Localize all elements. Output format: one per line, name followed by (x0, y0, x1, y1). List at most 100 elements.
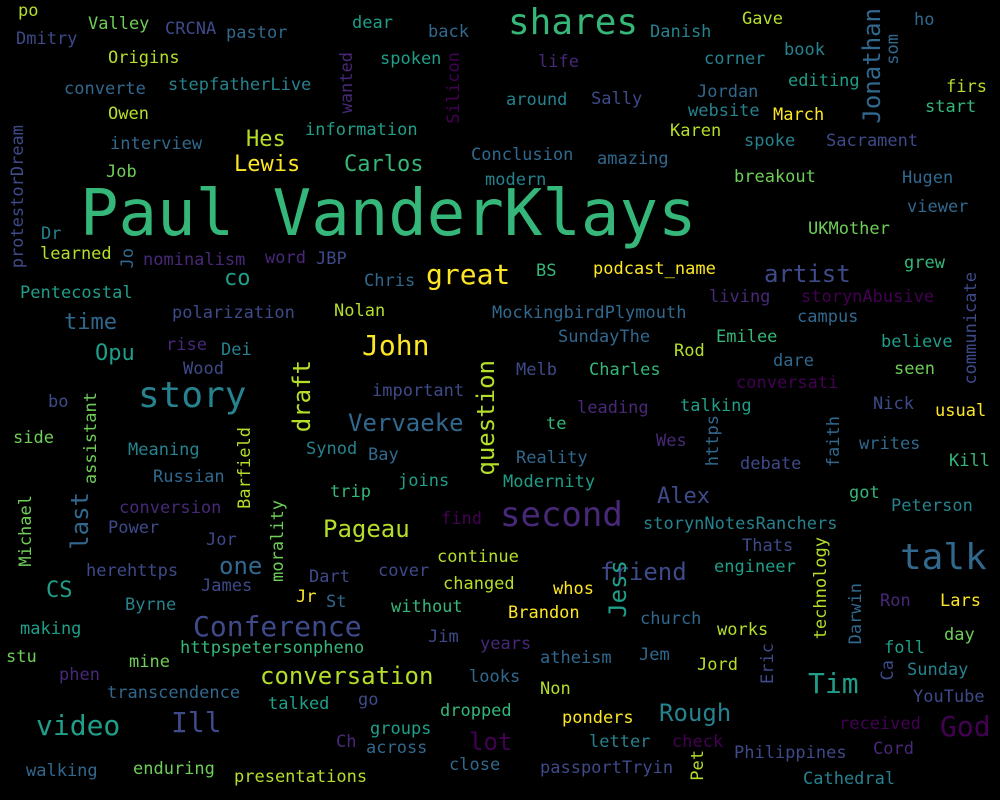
word-nick: Nick (873, 394, 914, 414)
word-cathedral: Cathedral (803, 769, 896, 789)
word-campus: campus (797, 307, 859, 327)
word-jo: Jo (118, 248, 138, 269)
word-podcast-name: podcast_name (593, 259, 716, 279)
word-atheism: atheism (540, 648, 612, 668)
word-dart: Dart (309, 567, 350, 587)
word-one: one (219, 552, 263, 580)
word-interview: interview (110, 134, 203, 154)
word-stu: stu (6, 647, 37, 667)
word-find: find (441, 509, 482, 529)
word-spoke: spoke (744, 131, 796, 151)
word-engineer: engineer (714, 557, 796, 577)
word-communicate: communicate (961, 272, 981, 385)
word-carlos: Carlos (344, 152, 424, 177)
word-cover: cover (378, 561, 430, 581)
word-dear: dear (352, 13, 393, 33)
word-storynnotesranchers: storynNotesRanchers (643, 514, 838, 534)
word-po: po (18, 1, 39, 21)
word-shares: shares (508, 2, 639, 43)
word-conference: Conference (193, 610, 362, 643)
word-debate: debate (740, 454, 802, 474)
word-bo: bo (48, 392, 69, 412)
word-james: James (201, 576, 253, 596)
word-groups: groups (370, 719, 432, 739)
word-jord: Jord (697, 655, 738, 675)
word-https: https (703, 415, 723, 467)
word-without: without (391, 597, 463, 617)
word-talking: talking (680, 396, 752, 416)
word-jem: Jem (639, 645, 670, 665)
word-youtube: YouTube (913, 687, 985, 707)
word-conversation: conversation (260, 662, 434, 690)
word-living: living (709, 287, 771, 307)
word-protestordream: protestorDream (8, 125, 28, 269)
word-vervaeke: Vervaeke (348, 409, 464, 437)
word-modern: modern (485, 170, 547, 190)
word-nominalism: nominalism (143, 250, 246, 270)
word-charles: Charles (589, 360, 661, 380)
word-mine: mine (129, 652, 170, 672)
word-day: day (944, 625, 975, 645)
word-phen: phen (59, 665, 100, 685)
word-rough: Rough (659, 699, 732, 727)
word-ukmother: UKMother (808, 219, 890, 239)
word-karen: Karen (670, 121, 722, 141)
word-ho: ho (914, 10, 935, 30)
word-making: making (20, 619, 82, 639)
word-information: information (305, 120, 418, 140)
word-conversion: conversion (119, 498, 222, 518)
word-ponders: ponders (562, 708, 634, 728)
word-power: Power (108, 518, 160, 538)
word-enduring: enduring (133, 759, 215, 779)
word-ill: Ill (171, 706, 222, 739)
word-talked: talked (268, 694, 330, 714)
word-ron: Ron (880, 591, 911, 611)
word-sacrament: Sacrament (826, 131, 919, 151)
word-changed: changed (443, 574, 515, 594)
word-trip: trip (330, 482, 371, 502)
word-firs: firs (946, 77, 987, 97)
word-michael: Michael (16, 495, 36, 567)
word-word: word (265, 248, 306, 268)
word-whos: whos (553, 579, 594, 599)
word-go: go (358, 690, 379, 710)
word-owen: Owen (108, 104, 149, 124)
word-friend: friend (600, 558, 687, 586)
word-story: story (138, 375, 247, 416)
word-talk: talk (900, 537, 987, 578)
word-church: church (640, 609, 702, 629)
word-jbp: JBP (316, 249, 347, 269)
word-polarization: polarization (172, 303, 295, 323)
word-great: great (426, 258, 511, 291)
word-second: second (500, 495, 623, 535)
word-kill: Kill (949, 451, 990, 471)
word-ch: Ch (336, 732, 357, 752)
word-bay: Bay (368, 445, 399, 465)
word-usual: usual (935, 401, 987, 421)
word-last: last (66, 492, 94, 550)
word-stepfatherlive: stepfatherLive (168, 75, 312, 95)
word-received: received (839, 714, 921, 734)
word-reality: Reality (516, 448, 588, 468)
word-pentecostal: Pentecostal (20, 283, 133, 303)
word-silicon: Silicon (444, 52, 464, 124)
word-technology: technology (811, 537, 831, 640)
word-origins: Origins (108, 48, 180, 68)
word-alex: Alex (657, 484, 710, 509)
word-wanted: wanted (337, 52, 357, 114)
word-jordan: Jordan (697, 82, 759, 102)
word-co: co (224, 266, 251, 291)
word-jess: Jess (604, 560, 632, 618)
word-philippines: Philippines (734, 743, 847, 763)
word-assistant: assistant (81, 392, 101, 485)
word-storynabusive: storynAbusive (801, 287, 935, 307)
word-got: got (849, 483, 880, 503)
word-jonathan: Jonathan (858, 8, 886, 124)
word-breakout: breakout (734, 167, 816, 187)
word-life: life (538, 52, 579, 72)
word-artist: artist (764, 260, 851, 288)
word-cs: CS (46, 578, 73, 603)
word-sunday: Sunday (907, 660, 969, 680)
word-transcendence: transcendence (107, 683, 241, 703)
